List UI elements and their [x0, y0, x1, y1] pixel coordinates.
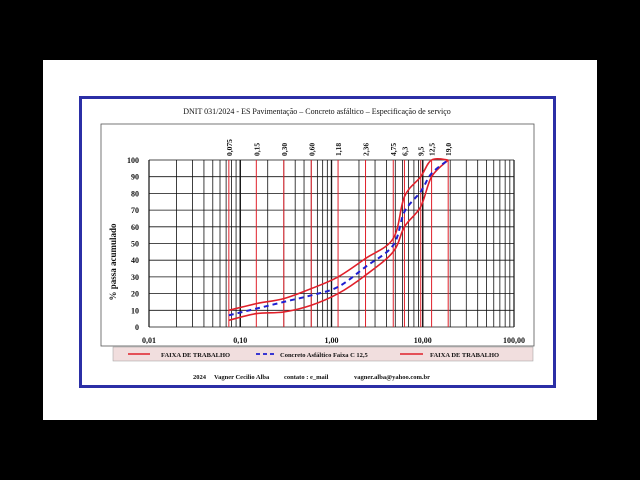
y-tick-label: 0	[135, 323, 139, 332]
sieve-label: 6,3	[400, 146, 409, 156]
x-tick-label: 1,00	[325, 336, 339, 345]
sieve-label: 2,36	[362, 143, 371, 156]
x-tick-label: 10,00	[414, 336, 432, 345]
footer-email: vagner.alba@yahoo.com.br	[354, 374, 430, 381]
legend-box	[112, 346, 534, 362]
y-tick-label: 60	[131, 223, 139, 232]
sieve-label: 19,0	[444, 143, 453, 156]
series-line-2	[228, 159, 449, 317]
sieve-label: 1,18	[334, 143, 343, 156]
y-tick-label: 30	[131, 273, 139, 282]
legend-label-2: Concreto Asfáltico Faixa C 12,5	[280, 352, 369, 359]
y-tick-label: 80	[131, 189, 139, 198]
y-tick-label: 70	[131, 206, 139, 215]
series-line-1	[228, 159, 449, 322]
x-tick-label: 0,01	[142, 336, 156, 345]
series-layer	[228, 157, 449, 322]
plot-area-border	[100, 123, 535, 347]
footer-year: 2024	[193, 374, 207, 381]
sieve-label: 4,75	[389, 143, 398, 156]
y-tick-label: 10	[131, 306, 139, 315]
sieve-label: 0,30	[280, 143, 289, 156]
sieve-label: 9,5	[417, 146, 426, 156]
series-line-3	[228, 157, 449, 312]
y-tick-label: 20	[131, 290, 139, 299]
legend-label-3: FAIXA DE TRABALHO	[430, 352, 499, 359]
footer-author: Vagner Cecilio Alba	[214, 374, 270, 381]
chart-title: DNIT 031/2024 - ES Pavimentação – Concre…	[183, 107, 451, 116]
footer-contact: contato : e_mail	[284, 374, 329, 381]
sieve-label: 12,5	[428, 143, 437, 156]
y-tick-label: 40	[131, 256, 139, 265]
legend-label-1: FAIXA DE TRABALHO	[161, 352, 230, 359]
y-tick-label: 100	[127, 156, 139, 165]
sieve-label: 0,075	[225, 139, 234, 156]
axis-layer: 0 10 20 30 40 50 60 70 80 90 100 0,01 0,10 1,00 10,00 1…	[127, 156, 525, 345]
sieve-label: 0,60	[307, 143, 316, 156]
grid-layer	[148, 159, 515, 328]
y-tick-label: 50	[131, 240, 139, 249]
y-tick-label: 90	[131, 173, 139, 182]
x-tick-label: 100,00	[503, 336, 525, 345]
sieve-label: 0,15	[252, 143, 261, 156]
x-tick-label: 0,10	[233, 336, 247, 345]
y-axis-label: % passa acumulado	[108, 223, 118, 301]
